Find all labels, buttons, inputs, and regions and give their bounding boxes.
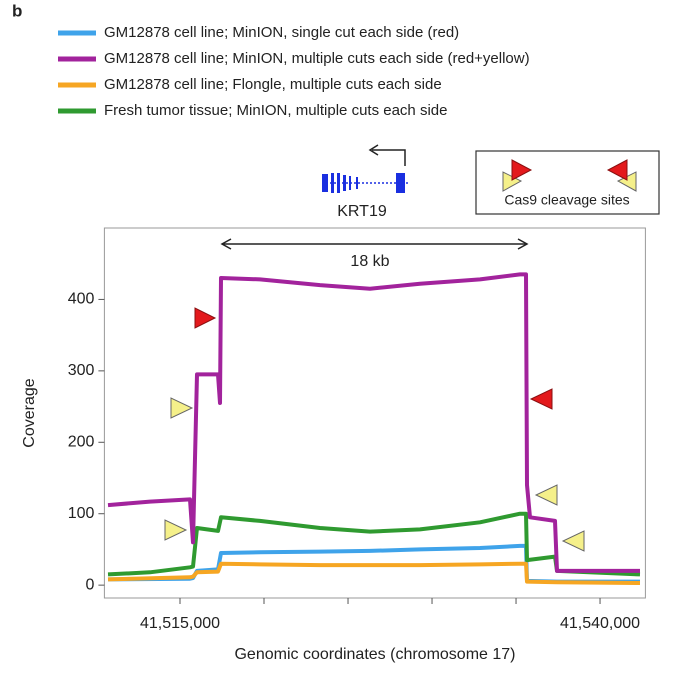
y-tick-label: 0 (85, 576, 94, 593)
y-tick-label: 100 (68, 505, 95, 522)
plot-area: 0 100 200 300 400 41,515,000 41,540,000 (68, 227, 646, 632)
legend-label: GM12878 cell line; MinION, multiple cuts… (104, 50, 530, 67)
x-tick-label: 41,515,000 (140, 615, 220, 632)
y-axis-label: Coverage (21, 378, 38, 447)
legend: GM12878 cell line; MinION, single cut ea… (58, 24, 530, 119)
span-label: 18 kb (350, 253, 389, 270)
y-tick-label: 200 (68, 434, 95, 451)
series-line (107, 511, 641, 577)
cut-markers (164, 307, 585, 552)
series-line (107, 272, 640, 573)
plot-frame (103, 227, 646, 599)
y-tick-label: 400 (68, 291, 95, 308)
cleavage-legend (475, 150, 660, 215)
x-axis-label: Genomic coordinates (chromosome 17) (234, 646, 515, 663)
legend-label: GM12878 cell line; MinION, single cut ea… (104, 24, 459, 41)
panel-label: b (12, 1, 22, 20)
legend-label: GM12878 cell line; Flongle, multiple cut… (104, 76, 442, 93)
series-line (107, 561, 641, 585)
gene-label: KRT19 (337, 203, 387, 220)
legend-label: Fresh tumor tissue; MinION, multiple cut… (104, 102, 447, 119)
gene-model (322, 144, 408, 193)
y-tick-label: 300 (68, 362, 95, 379)
x-tick-label: 41,540,000 (560, 615, 640, 632)
span-arrow (220, 238, 529, 250)
cleavage-legend-label: Cas9 cleavage sites (504, 192, 629, 208)
